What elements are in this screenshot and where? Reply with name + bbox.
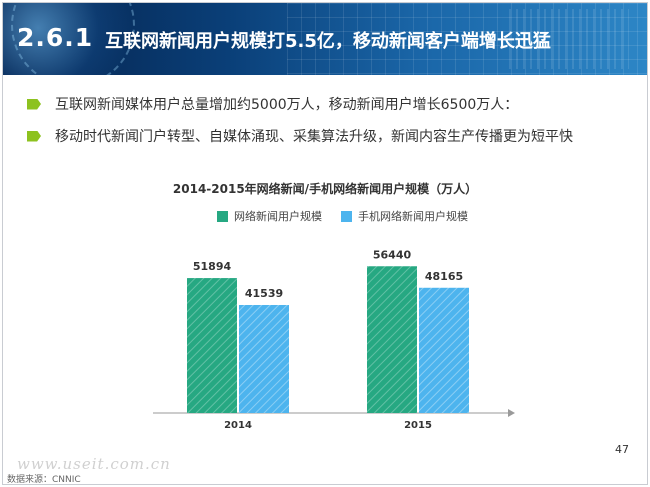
data-label: 51894 (193, 260, 232, 273)
legend-item-web: 网络新闻用户规模 (217, 208, 322, 224)
bar (239, 304, 289, 413)
legend-swatch (341, 210, 352, 222)
data-label: 56440 (373, 248, 412, 261)
arrow-bullet-icon (27, 98, 41, 110)
header-grid-decoration (287, 3, 647, 75)
chart-title: 2014-2015年网络新闻/手机网络新闻用户规模（万人） (172, 182, 478, 196)
bullet-item: 互联网新闻媒体用户总量增加约5000万人，移动新闻用户增长6500万人： (27, 93, 518, 115)
section-number: 2.6.1 (17, 23, 94, 52)
legend-swatch (217, 210, 228, 222)
header-ticks-decoration (509, 9, 629, 69)
bullet-item: 移动时代新闻门户转型、自媒体涌现、采集算法升级，新闻内容生产传播更为短平快 (27, 125, 573, 147)
page-number: 47 (615, 443, 629, 456)
x-axis-arrow-icon (508, 409, 515, 417)
data-label: 41539 (245, 287, 283, 300)
arrow-bullet-icon (27, 130, 41, 142)
header-banner: 2.6.1 互联网新闻用户规模打5.5亿，移动新闻客户端增长迅猛 (3, 3, 647, 75)
legend-item-mobile: 手机网络新闻用户规模 (341, 208, 468, 224)
bullet-text: 互联网新闻媒体用户总量增加约5000万人，移动新闻用户增长6500万人： (55, 97, 519, 113)
page-title: 互联网新闻用户规模打5.5亿，移动新闻客户端增长迅猛 (105, 31, 551, 52)
x-tick-label: 2014 (224, 420, 252, 431)
x-tick-label: 2015 (404, 420, 432, 431)
legend-label: 网络新闻用户规模 (234, 210, 322, 223)
bar (419, 287, 469, 413)
bar (367, 266, 417, 413)
data-source: 数据来源：CNNIC (7, 475, 81, 485)
bar (187, 278, 237, 413)
bar-chart: 51894 41539 2014 56440 48165 2015 (153, 248, 515, 431)
legend-label: 手机网络新闻用户规模 (358, 210, 468, 223)
data-label: 48165 (425, 270, 463, 283)
watermark: www.useit.com.cn (17, 455, 171, 473)
bullet-text: 移动时代新闻门户转型、自媒体涌现、采集算法升级，新闻内容生产传播更为短平快 (55, 129, 573, 145)
